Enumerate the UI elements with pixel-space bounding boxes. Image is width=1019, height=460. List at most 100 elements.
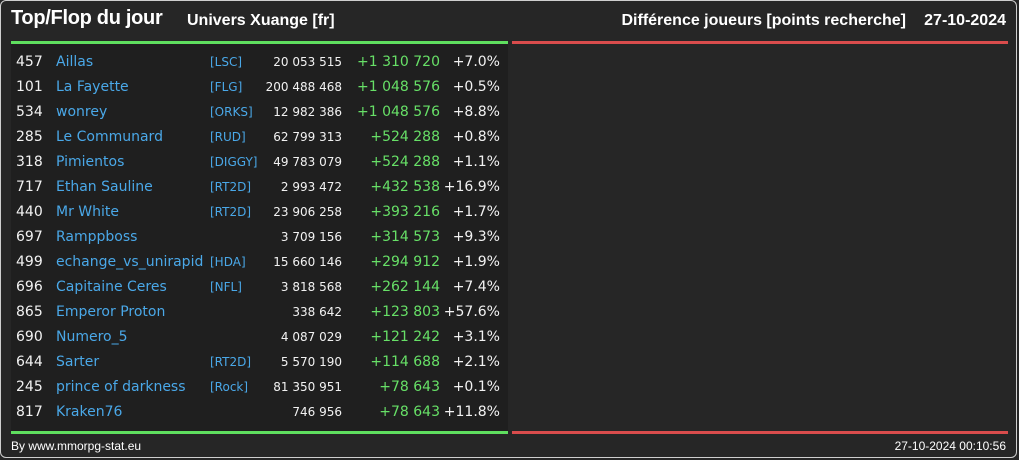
- rank-cell: 318: [16, 154, 43, 170]
- table-row: 318 Pimientos [DIGGY] 49 783 079 +524 28…: [11, 150, 508, 175]
- percent-cell: +16.9%: [443, 179, 500, 195]
- player-link[interactable]: Mr White: [56, 204, 119, 220]
- difference-cell: +432 538: [370, 179, 440, 195]
- difference-cell: +78 643: [379, 404, 440, 420]
- player-link[interactable]: wonrey: [56, 104, 108, 120]
- alliance-tag-link[interactable]: [LSC]: [210, 55, 243, 69]
- table-row: 440 Mr White [RT2D] 23 906 258 +393 216 …: [11, 200, 508, 225]
- difference-cell: +1 048 576: [357, 104, 440, 120]
- table-row: 101 La Fayette [FLG] 200 488 468 +1 048 …: [11, 75, 508, 100]
- points-cell: 746 956: [292, 405, 342, 419]
- alliance-tag-link[interactable]: [RUD]: [210, 130, 246, 144]
- percent-cell: +11.8%: [443, 404, 500, 420]
- generated-timestamp: 27-10-2024 00:10:56: [894, 439, 1006, 453]
- rank-cell: 690: [16, 329, 43, 345]
- points-cell: 338 642: [292, 305, 342, 319]
- alliance-tag-link[interactable]: [HDA]: [210, 255, 246, 269]
- rank-cell: 457: [16, 54, 43, 70]
- page-title: Top/Flop du jour: [11, 7, 163, 29]
- percent-cell: +1.7%: [452, 204, 500, 220]
- rank-cell: 717: [16, 179, 43, 195]
- percent-cell: +1.9%: [452, 254, 500, 270]
- rank-cell: 534: [16, 104, 43, 120]
- points-cell: 4 087 029: [280, 330, 342, 344]
- percent-cell: +2.1%: [452, 354, 500, 370]
- player-link[interactable]: Capitaine Ceres: [56, 279, 167, 295]
- player-link[interactable]: La Fayette: [56, 79, 129, 95]
- rank-cell: 440: [16, 204, 43, 220]
- table-row: 717 Ethan Sauline [RT2D] 2 993 472 +432 …: [11, 175, 508, 200]
- alliance-tag-link[interactable]: [RT2D]: [210, 180, 252, 194]
- table-row: 457 Aillas [LSC] 20 053 515 +1 310 720 +…: [11, 50, 508, 75]
- top-gainers-panel: 457 Aillas [LSC] 20 053 515 +1 310 720 +…: [11, 41, 508, 434]
- points-cell: 2 993 472: [280, 180, 342, 194]
- alliance-tag-link[interactable]: [DIGGY]: [210, 155, 258, 169]
- table-row: 534 wonrey [ORKS] 12 982 386 +1 048 576 …: [11, 100, 508, 125]
- rank-cell: 644: [16, 354, 43, 370]
- points-cell: 23 906 258: [273, 205, 342, 219]
- percent-cell: +1.1%: [452, 154, 500, 170]
- points-cell: 3 709 156: [280, 230, 342, 244]
- date-label: 27-10-2024: [924, 12, 1006, 29]
- difference-cell: +123 803: [370, 304, 440, 320]
- player-link[interactable]: Kraken76: [56, 404, 123, 420]
- alliance-tag-link[interactable]: [ORKS]: [210, 105, 253, 119]
- table-row: 245 prince of darkness [Rock] 81 350 951…: [11, 375, 508, 400]
- difference-cell: +121 242: [370, 329, 440, 345]
- rank-cell: 499: [16, 254, 43, 270]
- site-credit: By www.mmorpg-stat.eu: [11, 439, 142, 453]
- percent-cell: +3.1%: [452, 329, 500, 345]
- player-link[interactable]: Pimientos: [56, 154, 125, 170]
- alliance-tag-link[interactable]: [RT2D]: [210, 205, 252, 219]
- percent-cell: +7.4%: [452, 279, 500, 295]
- rank-cell: 285: [16, 129, 43, 145]
- player-link[interactable]: echange_vs_unirapid: [56, 254, 204, 270]
- player-link[interactable]: prince of darkness: [56, 379, 186, 395]
- top-losers-panel: [512, 41, 1008, 434]
- table-row: 499 echange_vs_unirapid [HDA] 15 660 146…: [11, 250, 508, 275]
- rank-cell: 696: [16, 279, 43, 295]
- player-link[interactable]: Ramppboss: [56, 229, 138, 245]
- player-link[interactable]: Aillas: [56, 54, 94, 70]
- player-link[interactable]: Le Communard: [56, 129, 163, 145]
- points-cell: 3 818 568: [280, 280, 342, 294]
- alliance-tag-link[interactable]: [Rock]: [210, 380, 249, 394]
- player-link[interactable]: Emperor Proton: [56, 304, 166, 320]
- points-cell: 81 350 951: [273, 380, 342, 394]
- difference-cell: +524 288: [370, 129, 440, 145]
- difference-cell: +294 912: [370, 254, 440, 270]
- table-row: 285 Le Communard [RUD] 62 799 313 +524 2…: [11, 125, 508, 150]
- points-cell: 49 783 079: [273, 155, 342, 169]
- player-link[interactable]: Numero_5: [56, 329, 128, 345]
- rank-cell: 817: [16, 404, 43, 420]
- category-label: Différence joueurs [points recherche]: [621, 12, 906, 29]
- table-row: 696 Capitaine Ceres [NFL] 3 818 568 +262…: [11, 275, 508, 300]
- alliance-tag-link[interactable]: [NFL]: [210, 280, 242, 294]
- difference-cell: +1 048 576: [357, 79, 440, 95]
- difference-cell: +1 310 720: [357, 54, 440, 70]
- percent-cell: +9.3%: [452, 229, 500, 245]
- rank-cell: 865: [16, 304, 43, 320]
- percent-cell: +57.6%: [443, 304, 500, 320]
- alliance-tag-link[interactable]: [RT2D]: [210, 355, 252, 369]
- difference-cell: +114 688: [370, 354, 440, 370]
- rank-cell: 697: [16, 229, 43, 245]
- table-row: 817 Kraken76 746 956 +78 643 +11.8%: [11, 400, 508, 425]
- percent-cell: +0.8%: [452, 129, 500, 145]
- alliance-tag-link[interactable]: [FLG]: [210, 80, 243, 94]
- difference-cell: +524 288: [370, 154, 440, 170]
- table-row: 865 Emperor Proton 338 642 +123 803 +57.…: [11, 300, 508, 325]
- difference-cell: +78 643: [379, 379, 440, 395]
- percent-cell: +7.0%: [452, 54, 500, 70]
- universe-label: Univers Xuange [fr]: [187, 12, 335, 29]
- table-row: 644 Sarter [RT2D] 5 570 190 +114 688 +2.…: [11, 350, 508, 375]
- player-link[interactable]: Ethan Sauline: [56, 179, 153, 195]
- table-row: 690 Numero_5 4 087 029 +121 242 +3.1%: [11, 325, 508, 350]
- points-cell: 5 570 190: [280, 355, 342, 369]
- table-row: 697 Ramppboss 3 709 156 +314 573 +9.3%: [11, 225, 508, 250]
- percent-cell: +8.8%: [452, 104, 500, 120]
- player-link[interactable]: Sarter: [56, 354, 100, 370]
- points-cell: 12 982 386: [273, 105, 342, 119]
- rank-cell: 245: [16, 379, 43, 395]
